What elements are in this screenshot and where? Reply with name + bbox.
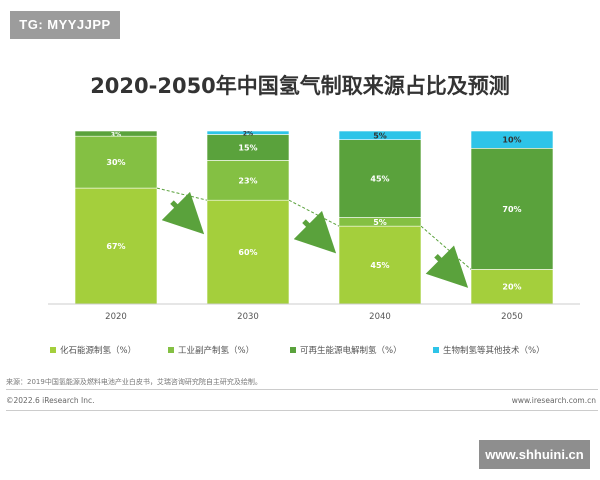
tg-badge: TG: MYYJJPP bbox=[10, 11, 120, 39]
trend-arrows-layer bbox=[161, 191, 469, 288]
footer-divider-bottom bbox=[6, 410, 598, 411]
trend-arrow-2 bbox=[425, 245, 469, 288]
legend-swatch-1 bbox=[168, 347, 174, 353]
connector-0 bbox=[156, 187, 208, 201]
bar-segment-2040-s0 bbox=[338, 225, 422, 305]
data-label-2050-s2: 70% bbox=[502, 205, 521, 214]
trend-arrow-1 bbox=[293, 210, 337, 254]
data-label-2040-s2: 45% bbox=[370, 175, 389, 184]
legend-swatch-0 bbox=[50, 347, 56, 353]
x-tick-2020: 2020 bbox=[105, 312, 127, 322]
legend-label-3: 生物制氢等其他技术（%） bbox=[443, 346, 545, 356]
bar-segment-2020-s1 bbox=[74, 135, 158, 189]
connector-1 bbox=[288, 199, 340, 227]
website: www.iresearch.com.cn bbox=[511, 396, 596, 405]
stacked-bar-chart: 67% 30% 3% 60% 23% 15% 2% 45% 5% 45% 5% 20% 70% 10% 2… bbox=[48, 130, 580, 322]
legend: 化石能源制氢（%） 工业副产制氢（%） 可再生能源电解制氢（%） 生物制氢等其他技术（… bbox=[0, 344, 600, 360]
legend-item-1: 工业副产制氢（%） bbox=[168, 344, 254, 356]
legend-swatch-3 bbox=[433, 347, 439, 353]
data-label-2020-s2: 3% bbox=[111, 132, 121, 139]
legend-item-2: 可再生能源电解制氢（%） bbox=[290, 344, 402, 356]
trend-arrow-0 bbox=[161, 191, 205, 235]
bars-layer: 67% 30% 3% 60% 23% 15% 2% 45% 5% 45% 5% 20% 70% 10% bbox=[74, 130, 554, 305]
x-axis-ticks: 2020 2030 2040 2050 bbox=[105, 312, 523, 322]
bar-segment-2050-s2 bbox=[470, 148, 554, 270]
data-label-2040-s3: 5% bbox=[373, 131, 387, 140]
legend-item-3: 生物制氢等其他技术（%） bbox=[433, 344, 545, 356]
data-label-2030-s1: 23% bbox=[238, 176, 257, 185]
data-label-2050-s3: 10% bbox=[502, 136, 521, 145]
data-label-2020-s1: 30% bbox=[106, 158, 125, 167]
data-label-2030-s3: 2% bbox=[243, 131, 253, 138]
x-tick-2050: 2050 bbox=[501, 312, 523, 322]
data-label-2020-s0: 67% bbox=[106, 242, 125, 251]
legend-label-0: 化石能源制氢（%） bbox=[60, 346, 137, 356]
x-tick-2030: 2030 bbox=[237, 312, 259, 322]
legend-label-2: 可再生能源电解制氢（%） bbox=[300, 346, 402, 356]
x-tick-2040: 2040 bbox=[369, 312, 391, 322]
data-label-2030-s0: 60% bbox=[238, 248, 257, 257]
data-label-2040-s1: 5% bbox=[373, 218, 387, 227]
chart-title: 2020-2050年中国氢气制取来源占比及预测 bbox=[90, 74, 510, 98]
legend-label-1: 工业副产制氢（%） bbox=[178, 346, 255, 356]
watermark-badge: www.shhuini.cn bbox=[479, 440, 590, 469]
bar-segment-2020-s0 bbox=[74, 187, 158, 305]
data-label-2030-s2: 15% bbox=[238, 143, 257, 152]
footer-divider-top bbox=[6, 389, 598, 390]
copyright: ©2022.6 iResearch Inc. bbox=[6, 396, 95, 405]
legend-swatch-2 bbox=[290, 347, 296, 353]
bar-segment-2040-s3 bbox=[338, 130, 422, 140]
source-note: 来源：2019中国氢能源及燃料电池产业白皮书，艾瑞咨询研究院自主研究及绘制。 bbox=[6, 378, 262, 386]
bar-segment-2050-s3 bbox=[470, 130, 554, 149]
bar-segment-2050-s0 bbox=[470, 269, 554, 305]
bar-segment-2020-s2 bbox=[74, 130, 158, 137]
data-label-2050-s0: 20% bbox=[502, 283, 521, 292]
bar-segment-2030-s3 bbox=[206, 130, 290, 135]
data-label-2040-s0: 45% bbox=[370, 261, 389, 270]
legend-item-0: 化石能源制氢（%） bbox=[50, 344, 136, 356]
bar-segment-2040-s2 bbox=[338, 139, 422, 218]
